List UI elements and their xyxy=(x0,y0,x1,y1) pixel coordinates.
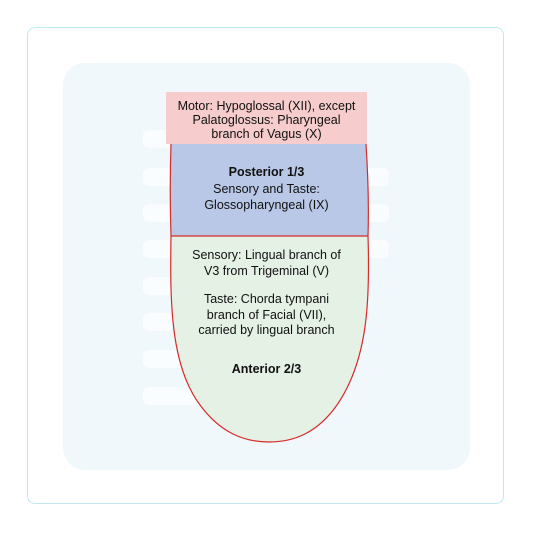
tongue-outline xyxy=(169,143,370,443)
anterior-taste-line-2: branch of Facial (VII), xyxy=(207,308,327,322)
motor-text-line-2: Palatoglossus: Pharyngeal xyxy=(192,113,340,127)
anterior-taste-line-1: Taste: Chorda tympani xyxy=(204,292,329,306)
anterior-title: Anterior 2/3 xyxy=(232,362,302,376)
placeholder-bar xyxy=(364,240,389,258)
placeholder-bar xyxy=(364,168,389,186)
motor-text-line-1: Motor: Hypoglossal (XII), except xyxy=(178,99,356,113)
placeholder-bar xyxy=(143,168,173,186)
placeholder-bar xyxy=(143,387,203,405)
placeholder-bar xyxy=(143,240,173,258)
placeholder-bar xyxy=(143,277,173,295)
anterior-sensory-line-2: V3 from Trigeminal (V) xyxy=(204,264,329,278)
anterior-region xyxy=(170,236,369,442)
placeholder-bar xyxy=(364,204,389,222)
placeholder-bar xyxy=(143,313,173,331)
posterior-title: Posterior 1/3 xyxy=(229,165,305,179)
motor-text-line-3: branch of Vagus (X) xyxy=(211,127,321,141)
motor-region xyxy=(166,92,367,144)
anterior-taste-line-3: carried by lingual branch xyxy=(198,323,334,337)
placeholder-bar xyxy=(143,204,173,222)
posterior-text-line-2: Glossopharyngeal (IX) xyxy=(204,198,328,212)
posterior-region xyxy=(170,144,369,236)
placeholder-bar xyxy=(143,130,173,148)
posterior-text-line-1: Sensory and Taste: xyxy=(213,182,320,196)
anterior-sensory-line-1: Sensory: Lingual branch of xyxy=(192,248,341,262)
